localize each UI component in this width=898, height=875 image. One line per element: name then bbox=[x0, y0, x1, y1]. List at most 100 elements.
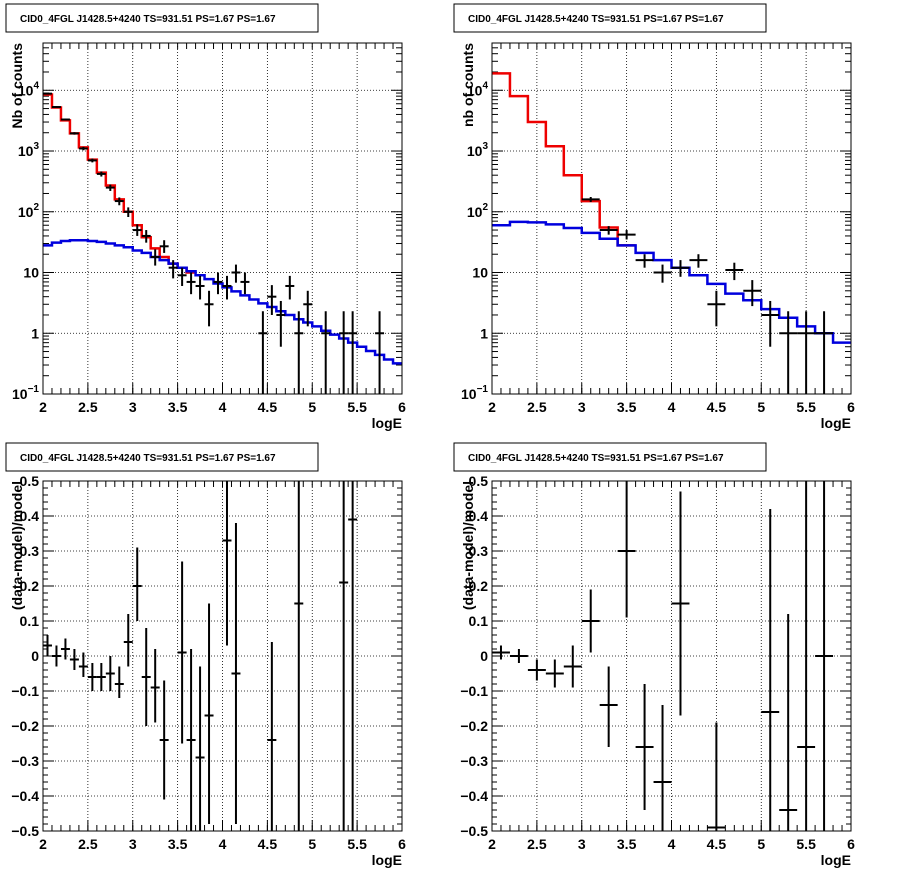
x-tick-label: 3.5 bbox=[617, 836, 637, 852]
x-tick-label: 5 bbox=[757, 836, 765, 852]
data-point bbox=[815, 311, 834, 394]
data-point bbox=[635, 684, 654, 810]
component-model-line bbox=[43, 238, 402, 365]
y-tick-label: 0.5 bbox=[20, 473, 40, 489]
chart-panel-2: CID0_4FGL J1428.5+4240 TS=931.51 PS=1.67… bbox=[453, 3, 855, 431]
data-point bbox=[87, 158, 97, 163]
y-tick-label: 102 bbox=[467, 202, 489, 220]
x-tick-label: 3 bbox=[578, 836, 586, 852]
chart-title: CID0_4FGL J1428.5+4240 TS=931.51 PS=1.67… bbox=[20, 14, 276, 25]
data-point bbox=[689, 254, 708, 268]
x-tick-label: 3 bbox=[578, 399, 586, 415]
x-tick-label: 5 bbox=[308, 836, 316, 852]
y-tick-label: −0.5 bbox=[460, 823, 488, 839]
data-point bbox=[87, 663, 97, 691]
x-tick-label: 3.5 bbox=[168, 836, 188, 852]
y-tick-label: 0 bbox=[480, 648, 488, 664]
x-axis-label: logE bbox=[821, 852, 851, 868]
x-tick-label: 2.5 bbox=[78, 836, 98, 852]
y-tick-label: 0.3 bbox=[20, 543, 40, 559]
data-point bbox=[797, 481, 816, 831]
y-tick-label: 102 bbox=[18, 202, 40, 220]
data-point bbox=[294, 481, 304, 831]
data-point bbox=[671, 491, 690, 716]
chart-title: CID0_4FGL J1428.5+4240 TS=931.51 PS=1.67… bbox=[468, 453, 724, 464]
x-tick-label: 4 bbox=[219, 399, 227, 415]
data-point bbox=[123, 207, 133, 217]
data-point bbox=[159, 680, 169, 800]
data-point bbox=[141, 230, 151, 243]
data-point bbox=[186, 649, 196, 831]
data-point bbox=[779, 614, 798, 831]
data-point bbox=[231, 523, 241, 824]
x-tick-label: 5 bbox=[757, 399, 765, 415]
x-tick-label: 3 bbox=[129, 836, 137, 852]
data-point bbox=[51, 106, 61, 109]
x-tick-label: 4 bbox=[668, 399, 676, 415]
y-tick-label: −0.1 bbox=[460, 683, 488, 699]
x-tick-label: 5 bbox=[308, 399, 316, 415]
y-axis-label: (data-model)/model bbox=[460, 481, 476, 610]
data-point bbox=[276, 300, 286, 347]
data-point bbox=[177, 561, 187, 744]
data-point bbox=[114, 197, 124, 206]
data-point bbox=[581, 196, 600, 202]
x-tick-label: 4.5 bbox=[258, 836, 278, 852]
data-point bbox=[779, 311, 798, 394]
x-tick-label: 6 bbox=[398, 399, 406, 415]
data-point bbox=[599, 226, 618, 235]
data-point bbox=[159, 240, 169, 253]
y-tick-label: 0.2 bbox=[469, 578, 489, 594]
x-tick-label: 6 bbox=[398, 836, 406, 852]
x-tick-label: 3.5 bbox=[168, 399, 188, 415]
data-point bbox=[743, 280, 762, 307]
data-point bbox=[105, 656, 115, 691]
x-tick-label: 2.5 bbox=[527, 836, 547, 852]
x-tick-label: 4 bbox=[219, 836, 227, 852]
y-tick-label: −0.4 bbox=[11, 788, 39, 804]
data-point bbox=[267, 642, 277, 831]
y-tick-label: 0.5 bbox=[469, 473, 489, 489]
data-point bbox=[545, 659, 564, 688]
y-tick-label: 10−1 bbox=[12, 384, 39, 402]
data-point bbox=[797, 311, 816, 394]
data-point bbox=[294, 311, 304, 394]
x-tick-label: 4 bbox=[668, 836, 676, 852]
y-tick-label: 10−1 bbox=[461, 384, 488, 402]
data-point bbox=[761, 300, 780, 347]
y-tick-label: 10 bbox=[472, 265, 488, 281]
data-point bbox=[321, 311, 331, 394]
x-tick-label: 3.5 bbox=[617, 399, 637, 415]
data-point bbox=[258, 311, 268, 394]
plot-area bbox=[492, 481, 834, 831]
data-point bbox=[509, 649, 528, 663]
data-point bbox=[222, 481, 232, 646]
x-tick-label: 5.5 bbox=[796, 836, 816, 852]
title-box bbox=[5, 3, 319, 33]
data-point bbox=[186, 272, 196, 295]
x-tick-label: 5.5 bbox=[347, 399, 367, 415]
data-point bbox=[707, 722, 726, 831]
x-tick-label: 2 bbox=[488, 836, 496, 852]
x-tick-label: 6 bbox=[847, 836, 855, 852]
y-axis-label: nb of counts bbox=[460, 43, 476, 127]
data-point bbox=[78, 146, 88, 151]
data-point bbox=[231, 264, 241, 283]
x-tick-label: 2 bbox=[39, 836, 47, 852]
x-axis-label: logE bbox=[372, 852, 402, 868]
data-point bbox=[339, 481, 349, 831]
data-point bbox=[96, 171, 106, 177]
y-tick-label: −0.1 bbox=[11, 683, 39, 699]
y-tick-label: 0.1 bbox=[469, 613, 489, 629]
data-point bbox=[725, 262, 744, 281]
x-tick-label: 2.5 bbox=[527, 399, 547, 415]
data-point bbox=[635, 254, 654, 268]
x-tick-label: 2 bbox=[488, 399, 496, 415]
x-tick-label: 4.5 bbox=[707, 399, 727, 415]
data-point bbox=[60, 638, 70, 660]
data-point bbox=[213, 272, 223, 295]
y-tick-label: 10 bbox=[23, 265, 39, 281]
y-tick-label: 1 bbox=[31, 325, 39, 341]
y-tick-label: 0.3 bbox=[469, 543, 489, 559]
data-point bbox=[285, 275, 295, 300]
